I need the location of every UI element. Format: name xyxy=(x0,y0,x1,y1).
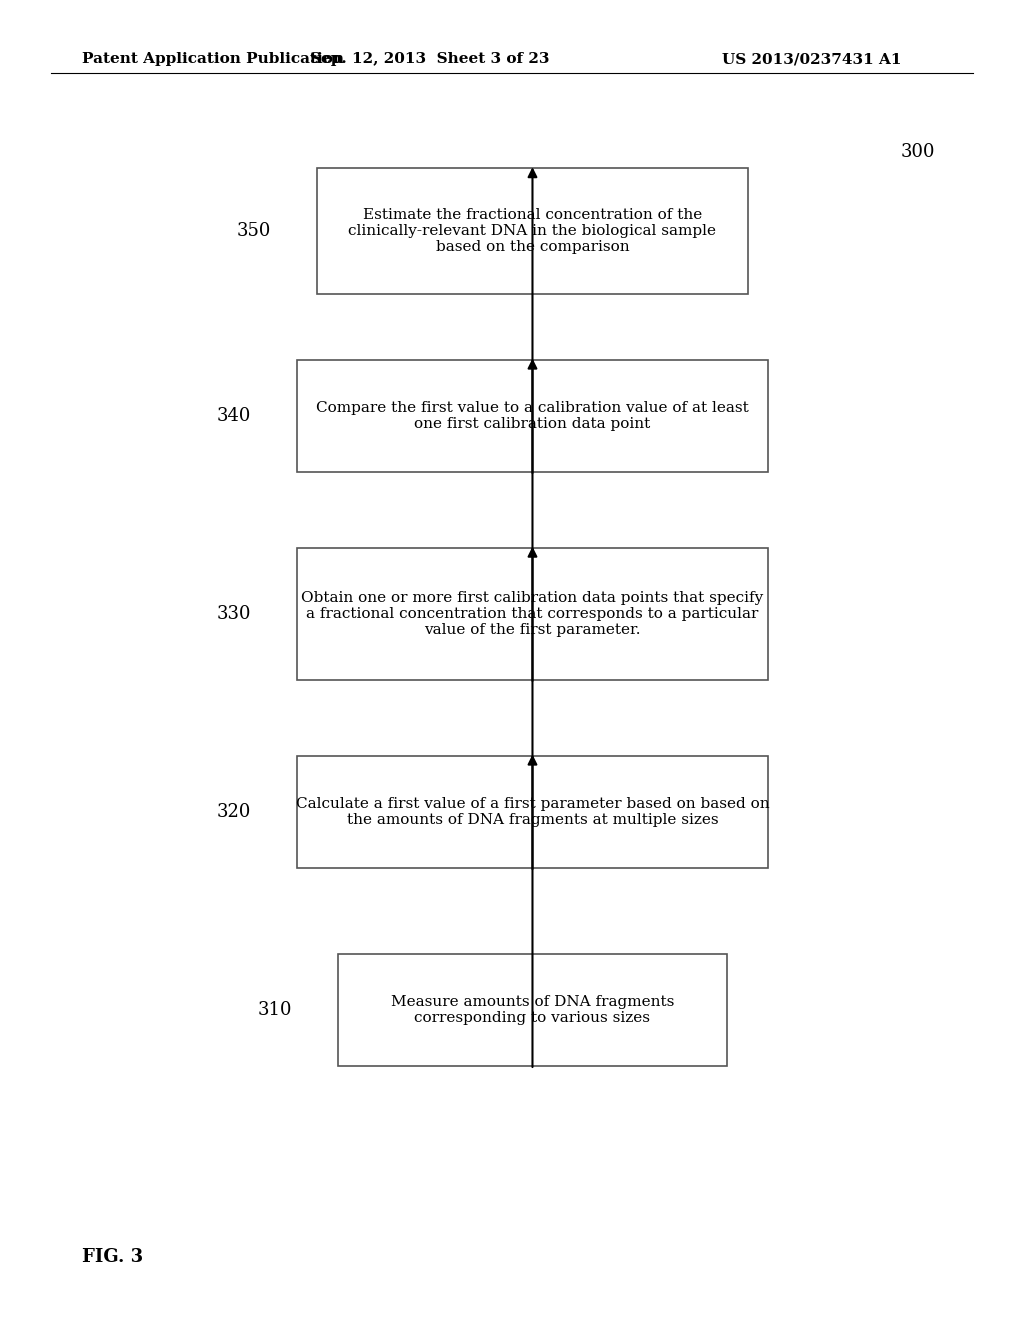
Text: 320: 320 xyxy=(216,803,251,821)
Text: 310: 310 xyxy=(257,1001,292,1019)
Text: Patent Application Publication: Patent Application Publication xyxy=(82,53,344,66)
FancyBboxPatch shape xyxy=(317,169,748,294)
Text: FIG. 3: FIG. 3 xyxy=(82,1247,143,1266)
Text: Estimate the fractional concentration of the
clinically-relevant DNA in the biol: Estimate the fractional concentration of… xyxy=(348,207,717,255)
Text: Sep. 12, 2013  Sheet 3 of 23: Sep. 12, 2013 Sheet 3 of 23 xyxy=(310,53,550,66)
Text: Calculate a first value of a first parameter based on based on
the amounts of DN: Calculate a first value of a first param… xyxy=(296,797,769,826)
Text: 330: 330 xyxy=(216,605,251,623)
FancyBboxPatch shape xyxy=(297,755,768,869)
Text: Measure amounts of DNA fragments
corresponding to various sizes: Measure amounts of DNA fragments corresp… xyxy=(391,995,674,1024)
Text: 340: 340 xyxy=(216,407,251,425)
FancyBboxPatch shape xyxy=(297,548,768,680)
Text: 300: 300 xyxy=(901,143,936,161)
FancyBboxPatch shape xyxy=(297,359,768,471)
Text: Compare the first value to a calibration value of at least
one first calibration: Compare the first value to a calibration… xyxy=(316,401,749,430)
FancyBboxPatch shape xyxy=(338,953,727,1067)
Text: Obtain one or more first calibration data points that specify
a fractional conce: Obtain one or more first calibration dat… xyxy=(301,590,764,638)
Text: 350: 350 xyxy=(237,222,271,240)
Text: US 2013/0237431 A1: US 2013/0237431 A1 xyxy=(722,53,901,66)
